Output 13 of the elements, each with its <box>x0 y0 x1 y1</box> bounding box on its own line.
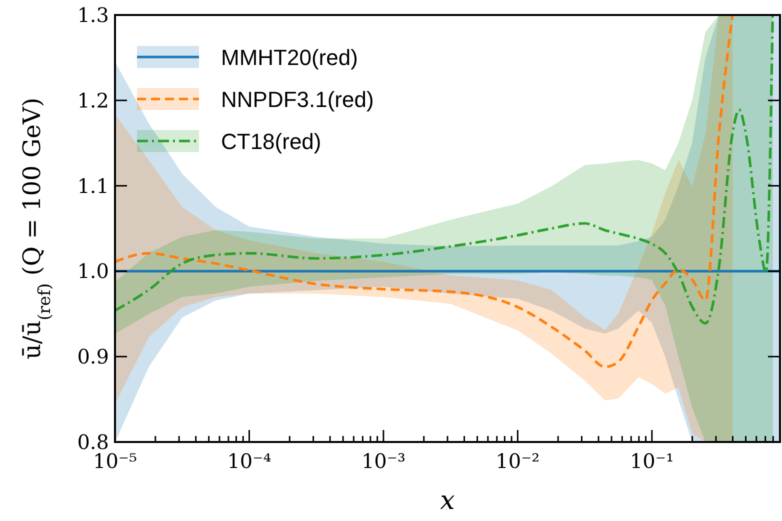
y-tick-label: 1.2 <box>77 88 109 112</box>
y-tick-label: 1.0 <box>77 259 109 284</box>
x-tick-label: 10⁻¹ <box>630 449 674 473</box>
legend-label: NNPDF3.1(red) <box>221 87 374 112</box>
x-tick-label: 10⁻² <box>496 449 540 473</box>
y-tick-label: 1.1 <box>77 174 109 198</box>
x-axis-title: x <box>440 486 456 516</box>
legend-label: MMHT20(red) <box>221 45 358 70</box>
x-tick-label: 10⁻³ <box>361 449 406 473</box>
y-tick-label: 0.9 <box>77 344 109 369</box>
legend-label: CT18(red) <box>221 129 322 154</box>
y-tick-label: 1.3 <box>77 3 109 27</box>
x-tick-label: 10⁻⁴ <box>227 449 272 473</box>
